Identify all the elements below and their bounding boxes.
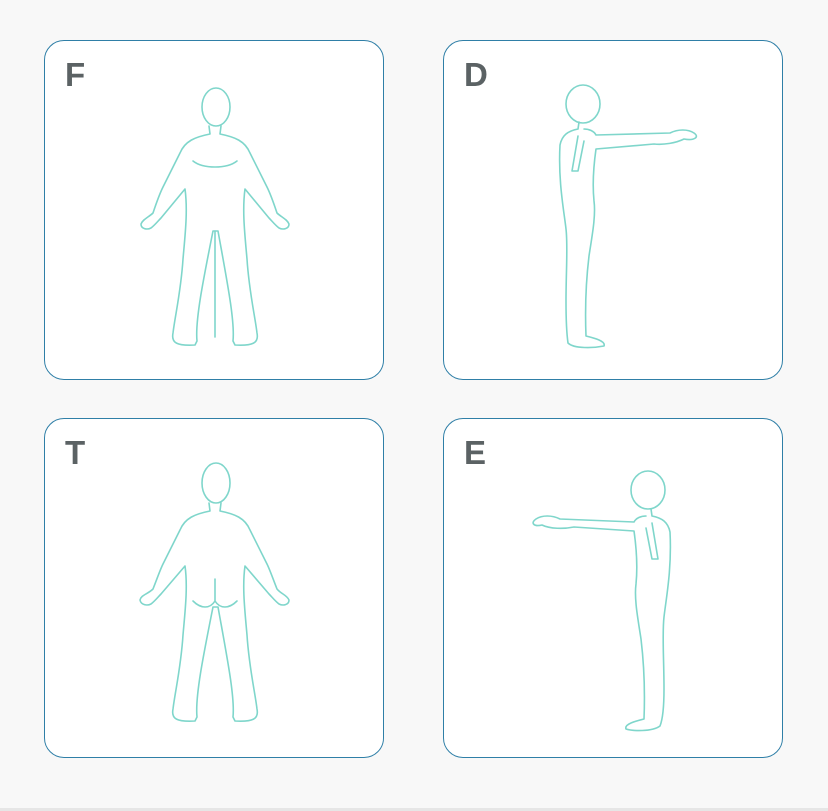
side-body-figure-mirrored (532, 470, 672, 732)
view-card-left-side[interactable]: E (443, 418, 783, 758)
card-label: F (65, 56, 86, 93)
view-card-back[interactable]: T (44, 418, 384, 758)
front-body-figure (140, 87, 290, 346)
card-label: T (65, 434, 86, 471)
bottom-divider (0, 808, 828, 811)
view-card-right-side[interactable]: D (443, 40, 783, 380)
side-body-figure (558, 84, 698, 349)
card-label: E (464, 434, 487, 471)
back-body-figure (139, 462, 290, 722)
card-label: D (464, 56, 488, 93)
view-card-front[interactable]: F (44, 40, 384, 380)
